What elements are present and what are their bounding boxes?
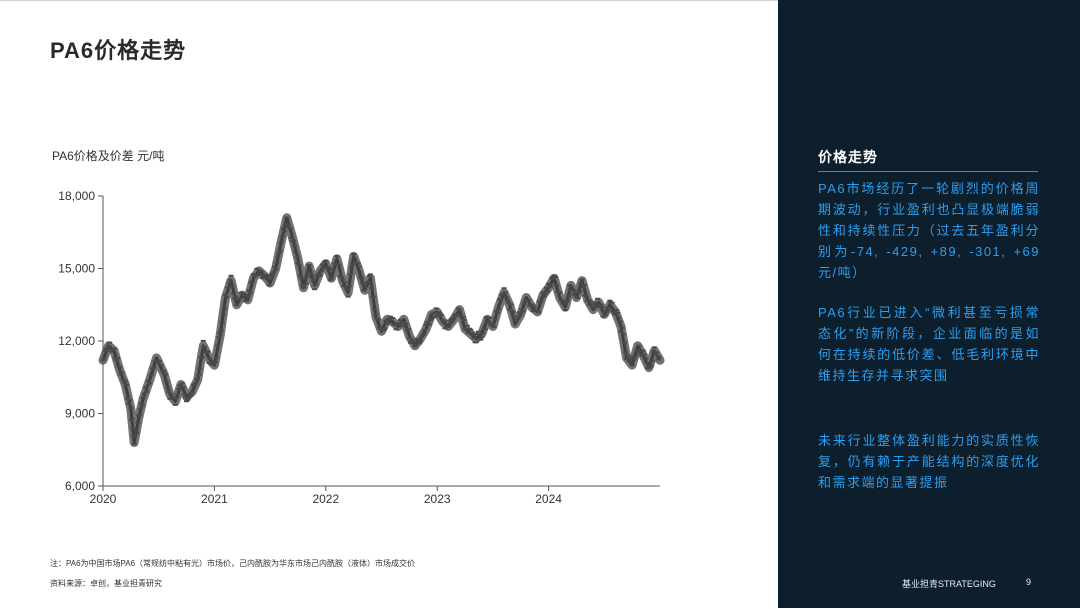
chart-note: 注：PA6为中国市场PA6（常规纺中粘有光）市场价，己内酰胺为华东市场己内酰胺（… [50,559,416,568]
y-tick-label: 15,000 [58,262,95,276]
x-tick-label: 2021 [201,492,228,506]
y-tick-label: 6,000 [65,479,95,493]
chart-source: 资料来源：卓创，基业担青研究 [50,579,162,588]
price-chart: 6,000 9,000 12,000 15,000 18,000 2020 2021 2022… [58,189,665,506]
y-tick-label: 18,000 [58,189,95,203]
x-tick-label: 2022 [312,492,339,506]
x-tick-label: 2024 [535,492,562,506]
x-tick-label: 2023 [424,492,451,506]
chart-unit-label: PA6价格及价差 元/吨 [52,149,165,163]
x-tick-label: 2020 [90,492,117,506]
slide-main-panel: PA6价格走势 PA6价格及价差 元/吨 6,000 9,000 12,000 15,… [0,0,778,588]
sidebar-paragraph-2: PA6行业已进入“微利甚至亏损常态化”的新阶段，企业面临的是如何在持续的低价差、… [818,305,1040,383]
sidebar-heading: 价格走势 [818,149,878,165]
page-number: 9 [1026,577,1032,587]
sidebar-paragraph-3: 未来行业整体盈利能力的实质性恢复，仍有赖于产能结构的深度优化和需求端的显著提振 [818,433,1040,490]
sidebar-paragraph-1: PA6市场经历了一轮剧烈的价格周期波动，行业盈利也凸显极端脆弱性和持续性压力（过… [818,181,1040,280]
y-tick-label: 12,000 [58,334,95,348]
sidebar-divider [818,171,1038,172]
chart-axes: 6,000 9,000 12,000 15,000 18,000 2020 2021 2022… [58,189,660,506]
slide-title: PA6价格走势 [50,38,187,63]
y-tick-label: 9,000 [65,407,95,421]
sidebar-panel: 价格走势 PA6市场经历了一轮剧烈的价格周期波动，行业盈利也凸显极端脆弱性和持续… [778,0,1080,608]
footer-brand: 基业担青STRATEGING [902,579,996,589]
chart-series [98,213,665,447]
